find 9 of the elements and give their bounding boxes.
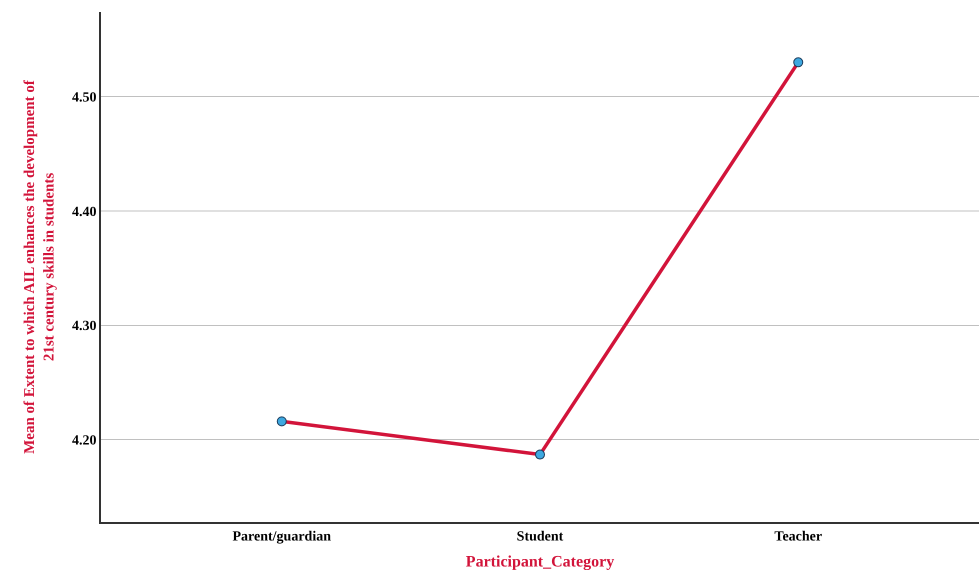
y-axis-title: Mean of Extent to which AIL enhances the development of 21st century skills in students [22,79,58,454]
y-tick-label: 4.30 [72,319,96,334]
x-tick-label: Student [516,530,564,545]
y-tick-label: 4.40 [72,204,96,220]
y-tick-label: 4.50 [72,90,96,106]
x-tick-label: Teacher [774,530,822,545]
x-axis-title: Participant_Category [466,554,614,571]
y-tick-label: 4.20 [72,434,96,449]
x-tick-label: Parent/guardian [232,530,332,545]
